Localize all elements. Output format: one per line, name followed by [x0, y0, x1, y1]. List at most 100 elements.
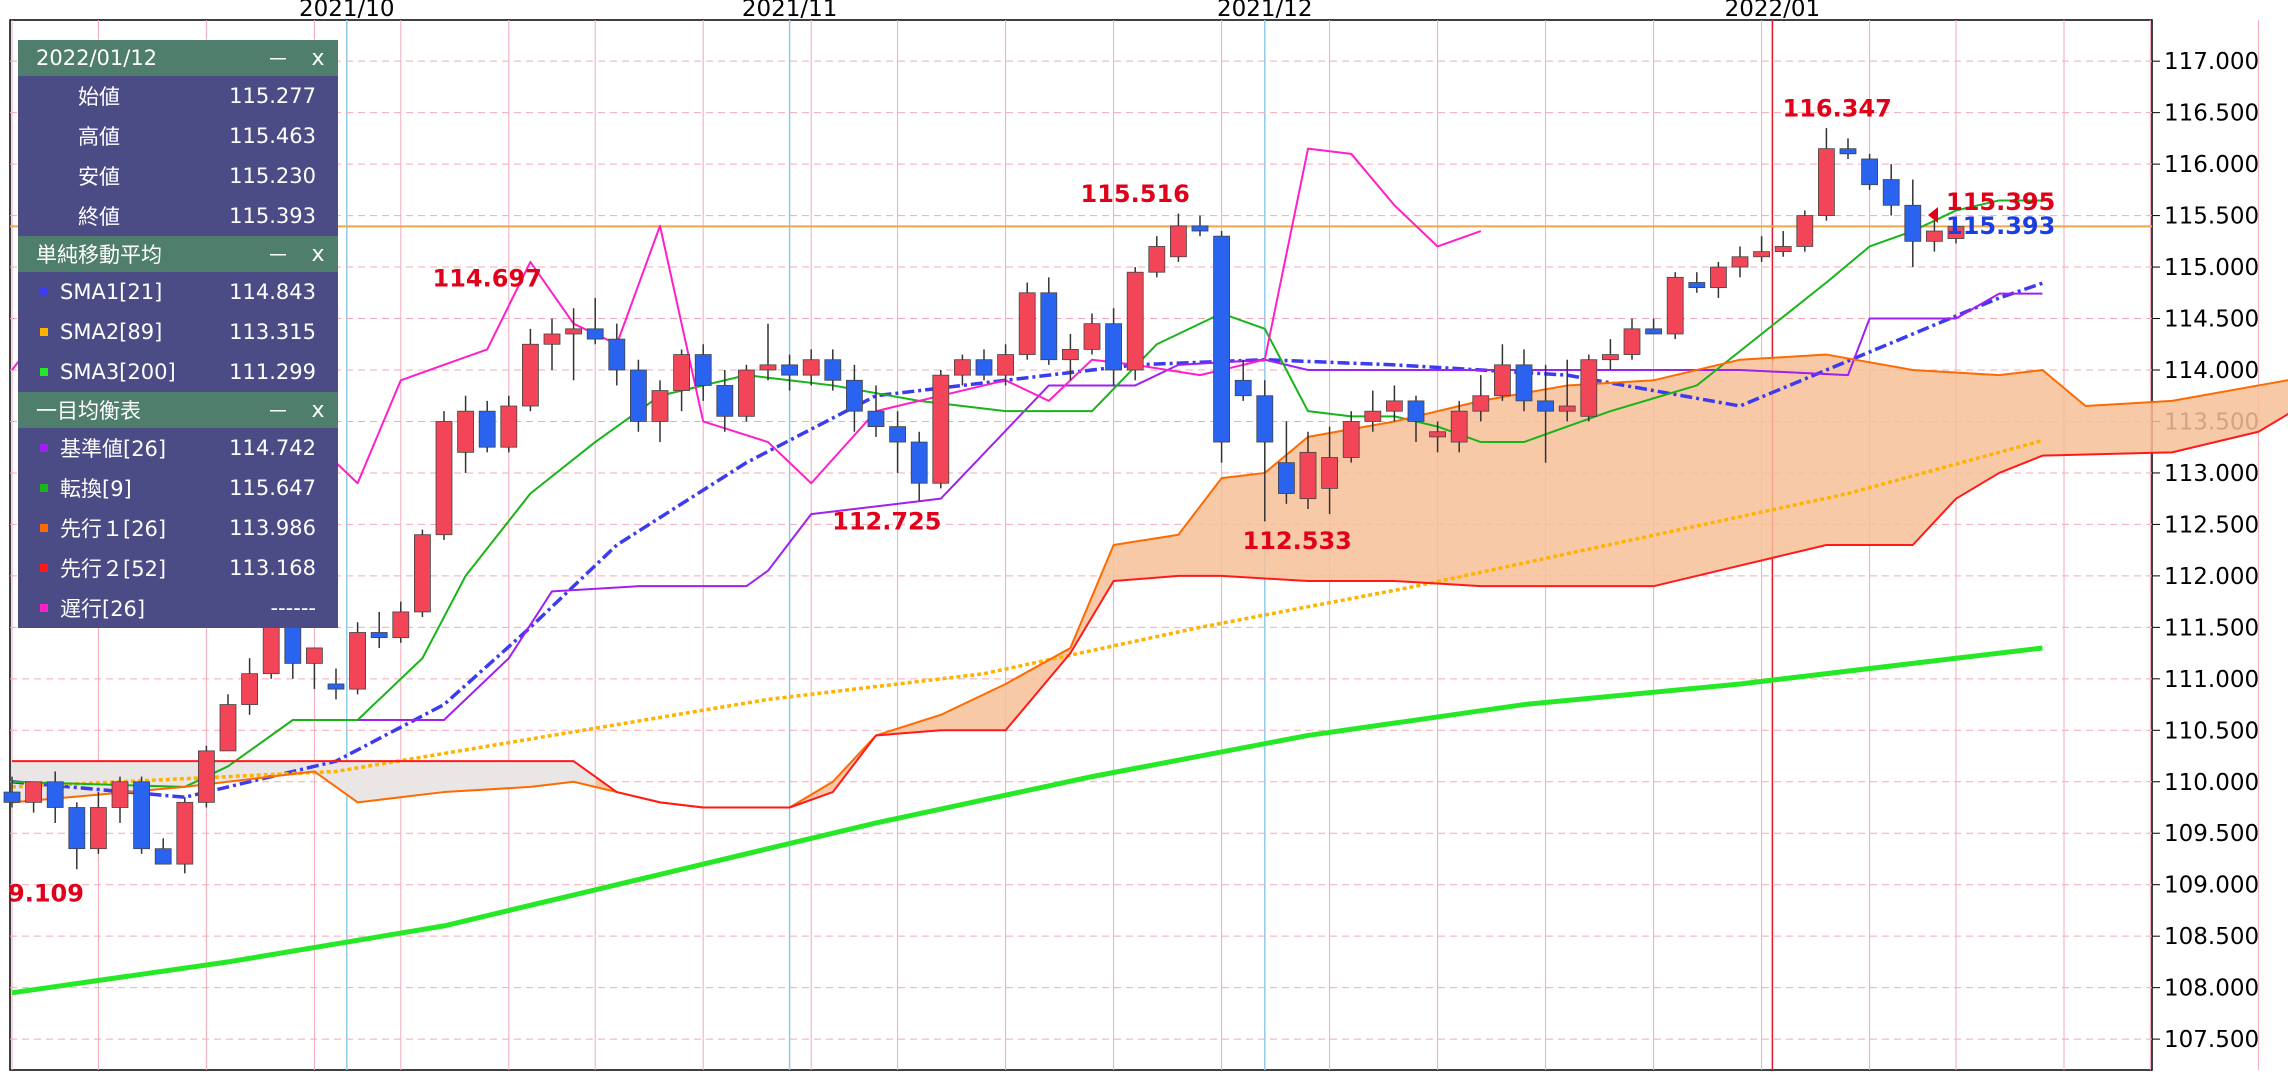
candle-body [457, 410, 475, 453]
candle-body [997, 354, 1014, 376]
candle-body [1040, 292, 1058, 361]
x-tick-label: 2022/01 [1725, 0, 1821, 22]
y-tick-label: 114.000 [2164, 358, 2259, 384]
y-tick-label: 111.500 [2164, 615, 2259, 641]
legend-label: 先行１[26] [60, 517, 167, 541]
legend-value: 113.986 [229, 516, 316, 540]
candle-body [1774, 246, 1792, 253]
candle-body [910, 441, 928, 484]
candle-body [759, 364, 777, 371]
candle-body [1450, 410, 1468, 443]
candle-body [46, 781, 64, 808]
candle-body [305, 647, 323, 664]
cloud-fill-bearish [12, 761, 596, 803]
candle-body [673, 354, 690, 391]
candle-body [1666, 276, 1684, 335]
legend-swatch [40, 444, 48, 452]
candle-body [586, 328, 604, 340]
legend-value: 115.463 [229, 124, 316, 148]
legend-value: 115.277 [229, 84, 316, 108]
candle-body [25, 781, 43, 803]
legend-swatch [40, 288, 48, 296]
candle-body [1256, 395, 1274, 443]
candle-body [176, 801, 194, 865]
candle-body [1515, 364, 1533, 402]
candle-body [197, 750, 215, 803]
legend-row: 先行１[26] 113.986 [18, 508, 338, 548]
candle-body [1558, 405, 1576, 412]
legend-value: 115.393 [229, 204, 316, 228]
panel-title: 一目均衡表 [36, 399, 141, 423]
candle-body [1623, 328, 1641, 355]
candle-body [1062, 349, 1079, 361]
legend-swatch [40, 524, 48, 532]
close-button[interactable]: x [311, 45, 325, 71]
candle-body [241, 673, 259, 705]
candle-body [846, 379, 863, 412]
candle-body [327, 683, 345, 690]
candle-body [1494, 364, 1511, 397]
close-button[interactable]: x [311, 241, 325, 267]
legend-value: ------ [270, 596, 316, 620]
candle-body [824, 359, 842, 381]
candle-body [867, 410, 885, 428]
candle-body [954, 359, 971, 376]
candle-body [1753, 251, 1770, 258]
y-tick-label: 112.000 [2164, 564, 2259, 590]
legend-row: 転換[9] 115.647 [18, 468, 338, 508]
legend-swatch [40, 604, 48, 612]
peak-label: 115.516 [1081, 180, 1190, 208]
legend-value: 113.315 [229, 320, 316, 344]
candle-body [500, 405, 518, 448]
candle-body [219, 704, 237, 752]
candle-body [975, 359, 993, 376]
candle-body [781, 364, 798, 376]
candle-body [1105, 323, 1122, 371]
y-tick-label: 110.000 [2164, 770, 2259, 796]
series-line-sma21 [11, 281, 2043, 799]
y-tick-label: 116.000 [2164, 152, 2259, 178]
legend-swatch [40, 328, 48, 336]
candle-body [1213, 235, 1230, 443]
candle-body [1407, 400, 1425, 422]
peak-label: 9.109 [8, 879, 84, 907]
y-tick-label: 117.000 [2164, 49, 2259, 75]
legend-row: SMA1[21] 114.843 [18, 272, 338, 312]
legend-value: 111.299 [229, 360, 316, 384]
ichimoku-cloud [12, 354, 2288, 808]
legend-row: 遅行[26] ------ [18, 588, 338, 628]
series-line-sma200 [11, 645, 2043, 996]
candle-body [1839, 148, 1857, 155]
minimize-button[interactable]: － [266, 244, 289, 269]
candle-body [889, 426, 906, 443]
candle-body [1904, 204, 1922, 242]
legend-row: 安値 115.230 [18, 156, 338, 196]
candle-body [565, 328, 582, 335]
minimize-button[interactable]: － [266, 48, 289, 73]
price-tag-label: 115.395 [1946, 188, 2055, 216]
candle-body [392, 611, 410, 639]
candle-body [1170, 225, 1187, 258]
series-line-senkou2 [12, 412, 2288, 809]
candle-body [435, 421, 453, 536]
legend-panel: 2022/01/12 － x 始値 115.277 高値 115.463 安値 115.230 終… [18, 40, 338, 628]
legend-row: SMA3[200] 111.299 [18, 352, 338, 392]
candle-body [716, 385, 734, 417]
peak-label: 114.697 [433, 264, 542, 292]
legend-swatch [40, 484, 48, 492]
close-button[interactable]: x [311, 397, 325, 423]
candle-body [413, 534, 431, 613]
y-tick-label: 115.500 [2164, 204, 2259, 230]
legend-value: 114.843 [229, 280, 316, 304]
candle-body [111, 781, 129, 808]
series-line-tenkan [11, 199, 2043, 788]
legend-label: SMA1[21] [60, 280, 163, 304]
y-tick-label: 114.500 [2164, 307, 2259, 333]
y-tick-label: 112.500 [2164, 512, 2259, 538]
candle-body [133, 781, 151, 850]
legend-label: 終値 [78, 205, 120, 229]
candle-body [932, 374, 950, 484]
minimize-button[interactable]: － [266, 400, 289, 425]
